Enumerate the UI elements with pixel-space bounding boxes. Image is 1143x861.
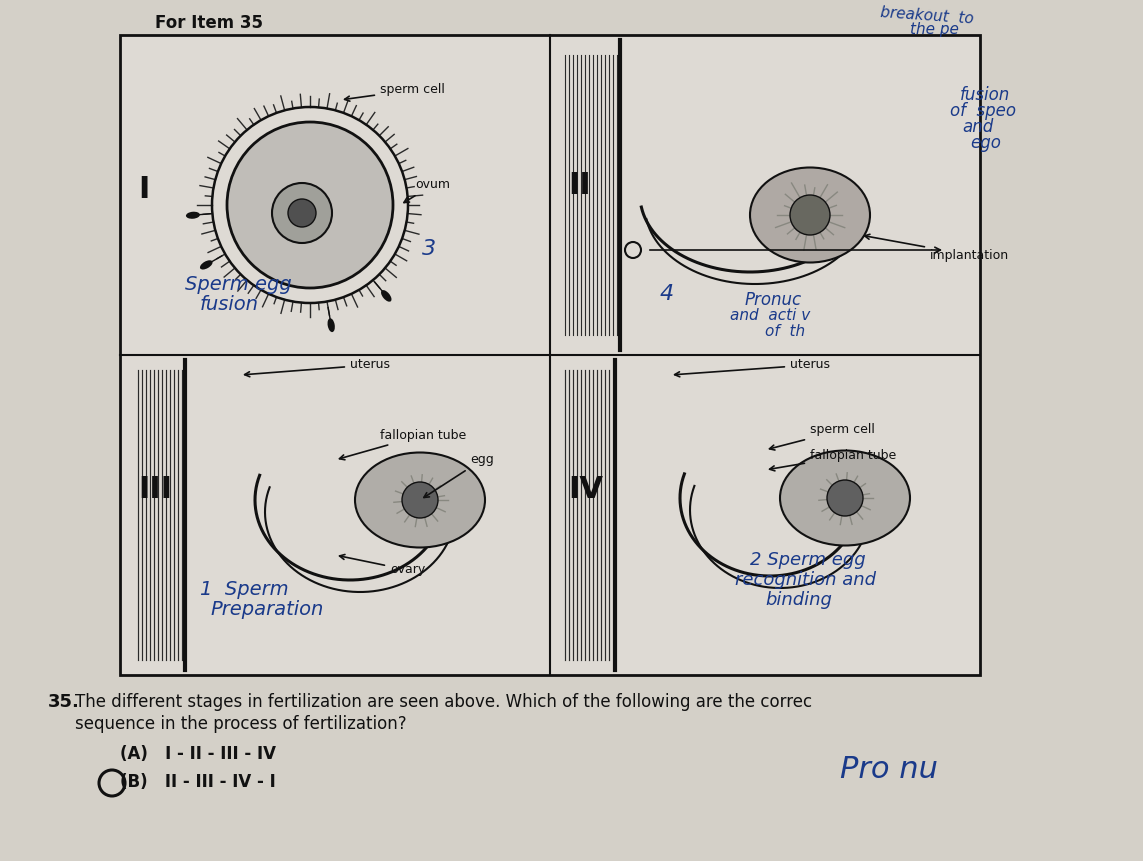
Text: implantation: implantation xyxy=(864,234,1009,262)
Ellipse shape xyxy=(200,260,213,269)
Text: of  speo: of speo xyxy=(950,102,1016,120)
Text: 35.: 35. xyxy=(48,693,80,711)
Text: sequence in the process of fertilization?: sequence in the process of fertilization… xyxy=(75,715,407,733)
Text: of  th: of th xyxy=(765,324,805,339)
Ellipse shape xyxy=(355,453,485,548)
Text: fallopian tube: fallopian tube xyxy=(769,449,896,471)
Text: the pe: the pe xyxy=(910,22,959,37)
Text: III: III xyxy=(138,475,173,505)
Text: fusion: fusion xyxy=(200,295,259,314)
Text: egg: egg xyxy=(424,454,494,498)
Circle shape xyxy=(402,482,438,518)
Text: fusion: fusion xyxy=(960,86,1010,104)
Circle shape xyxy=(272,183,331,243)
Ellipse shape xyxy=(328,319,335,332)
Ellipse shape xyxy=(750,168,870,263)
Text: and: and xyxy=(962,118,993,136)
Circle shape xyxy=(828,480,863,516)
Text: uterus: uterus xyxy=(245,358,390,377)
Ellipse shape xyxy=(186,212,200,219)
Text: 2 Sperm egg: 2 Sperm egg xyxy=(750,551,865,569)
Text: ovary: ovary xyxy=(339,554,425,577)
Ellipse shape xyxy=(780,450,910,546)
Circle shape xyxy=(288,199,315,227)
Text: 3: 3 xyxy=(422,239,437,259)
Text: I: I xyxy=(138,176,150,205)
Circle shape xyxy=(790,195,830,235)
Text: fallopian tube: fallopian tube xyxy=(339,429,466,460)
Text: Preparation: Preparation xyxy=(210,600,323,619)
Text: IV: IV xyxy=(568,475,604,505)
Circle shape xyxy=(227,122,393,288)
Text: 1  Sperm: 1 Sperm xyxy=(200,580,289,599)
Text: II: II xyxy=(568,170,591,200)
Text: uterus: uterus xyxy=(674,358,830,377)
Text: ego: ego xyxy=(970,134,1001,152)
Text: Pro nu: Pro nu xyxy=(840,755,938,784)
Text: recognition and: recognition and xyxy=(735,571,876,589)
Text: sperm cell: sperm cell xyxy=(769,424,874,450)
Text: The different stages in fertilization are seen above. Which of the following are: The different stages in fertilization ar… xyxy=(75,693,813,711)
Text: Sperm egg: Sperm egg xyxy=(185,275,291,294)
Text: breakout  to: breakout to xyxy=(880,5,975,27)
Text: For Item 35: For Item 35 xyxy=(155,14,263,32)
Bar xyxy=(120,35,980,675)
Text: (A)   I - II - III - IV: (A) I - II - III - IV xyxy=(120,745,275,763)
Text: binding: binding xyxy=(765,591,832,609)
Text: (B)   II - III - IV - I: (B) II - III - IV - I xyxy=(120,773,275,791)
Text: 4: 4 xyxy=(660,284,674,304)
Text: ovum: ovum xyxy=(403,178,450,202)
Text: Pronuc: Pronuc xyxy=(745,291,802,309)
Ellipse shape xyxy=(381,290,392,301)
Text: sperm cell: sperm cell xyxy=(344,84,445,101)
Text: and  acti v: and acti v xyxy=(730,308,810,323)
